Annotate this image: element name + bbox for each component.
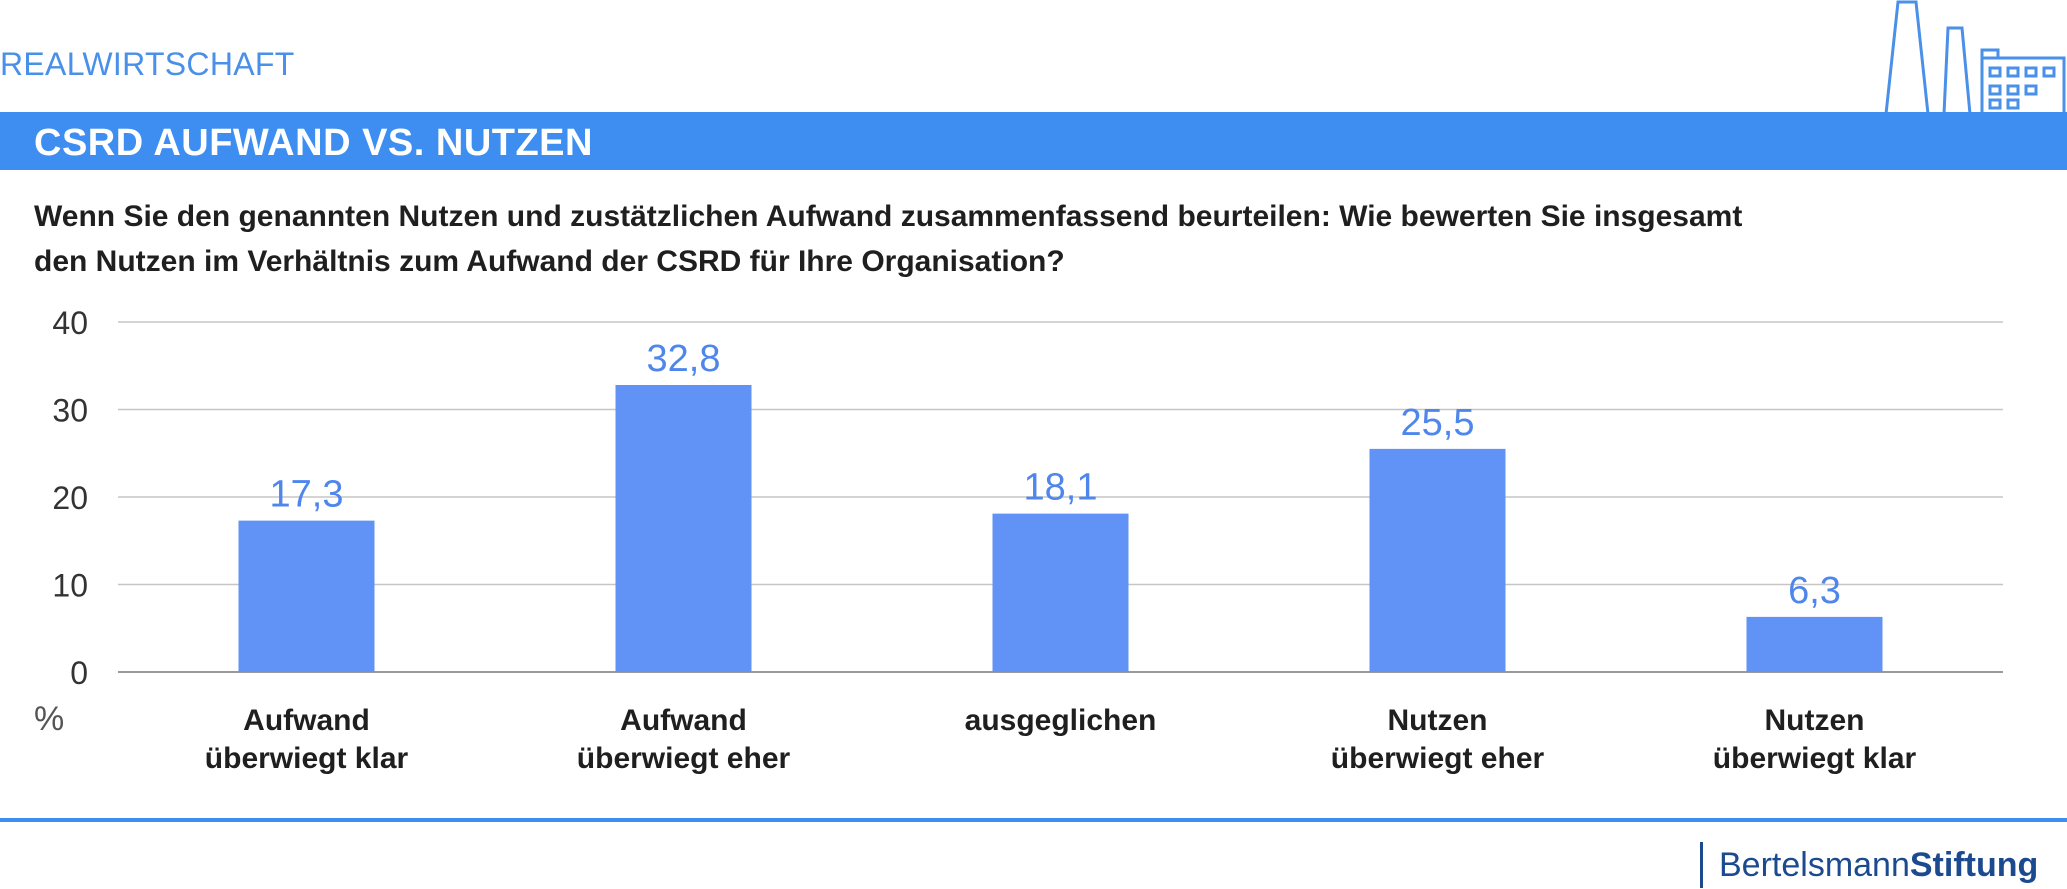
- page-title: CSRD AUFWAND VS. NUTZEN: [34, 122, 593, 164]
- question-line-2: den Nutzen im Verhältnis zum Aufwand der…: [34, 245, 1065, 278]
- brand-name-part2: Stiftung: [1909, 846, 2039, 884]
- factory-skyline-icon: [1884, 0, 2066, 116]
- survey-question: Wenn Sie den genannten Nutzen und zustät…: [34, 194, 1934, 284]
- bar: [1746, 616, 1883, 672]
- title-band: CSRD AUFWAND VS. NUTZEN: [0, 112, 2067, 170]
- x-tick-label: überwiegt eher: [577, 742, 791, 775]
- bar: [615, 385, 752, 672]
- data-label: 17,3: [270, 474, 344, 516]
- data-label: 32,8: [647, 338, 721, 380]
- data-label: 6,3: [1788, 570, 1841, 612]
- x-tick-label: überwiegt eher: [1331, 742, 1545, 775]
- footer-divider: [0, 818, 2067, 822]
- y-tick-label: 30: [52, 393, 88, 429]
- y-tick-label: 20: [52, 480, 88, 516]
- y-tick-label: 40: [52, 305, 88, 341]
- brand-name-part1: Bertelsmann: [1719, 846, 1910, 884]
- x-tick-label: Aufwand: [243, 704, 370, 737]
- question-line-1: Wenn Sie den genannten Nutzen und zustät…: [34, 200, 1743, 233]
- section-label: REALWIRTSCHAFT: [0, 46, 295, 82]
- x-tick-label: Nutzen: [1388, 704, 1488, 737]
- y-tick-label: 0: [70, 655, 88, 691]
- data-label: 25,5: [1401, 402, 1475, 444]
- bar: [1369, 448, 1506, 672]
- bar-chart: 0 10 20 30 40% 17,3 Aufwand überwiegt klar 32,8 A…: [34, 305, 2003, 775]
- x-tick-label: Nutzen: [1765, 704, 1865, 737]
- x-tick-label: Aufwand: [620, 704, 747, 737]
- x-tick-label: überwiegt klar: [1713, 742, 1917, 775]
- bar: [992, 513, 1129, 672]
- x-tick-label: ausgeglichen: [965, 704, 1157, 737]
- y-unit-label: %: [34, 700, 64, 738]
- y-tick-label: 10: [52, 568, 88, 604]
- bar: [238, 520, 375, 672]
- brand-logo: BertelsmannStiftung: [1700, 842, 2038, 888]
- x-tick-label: überwiegt klar: [205, 742, 409, 775]
- data-label: 18,1: [1024, 467, 1098, 509]
